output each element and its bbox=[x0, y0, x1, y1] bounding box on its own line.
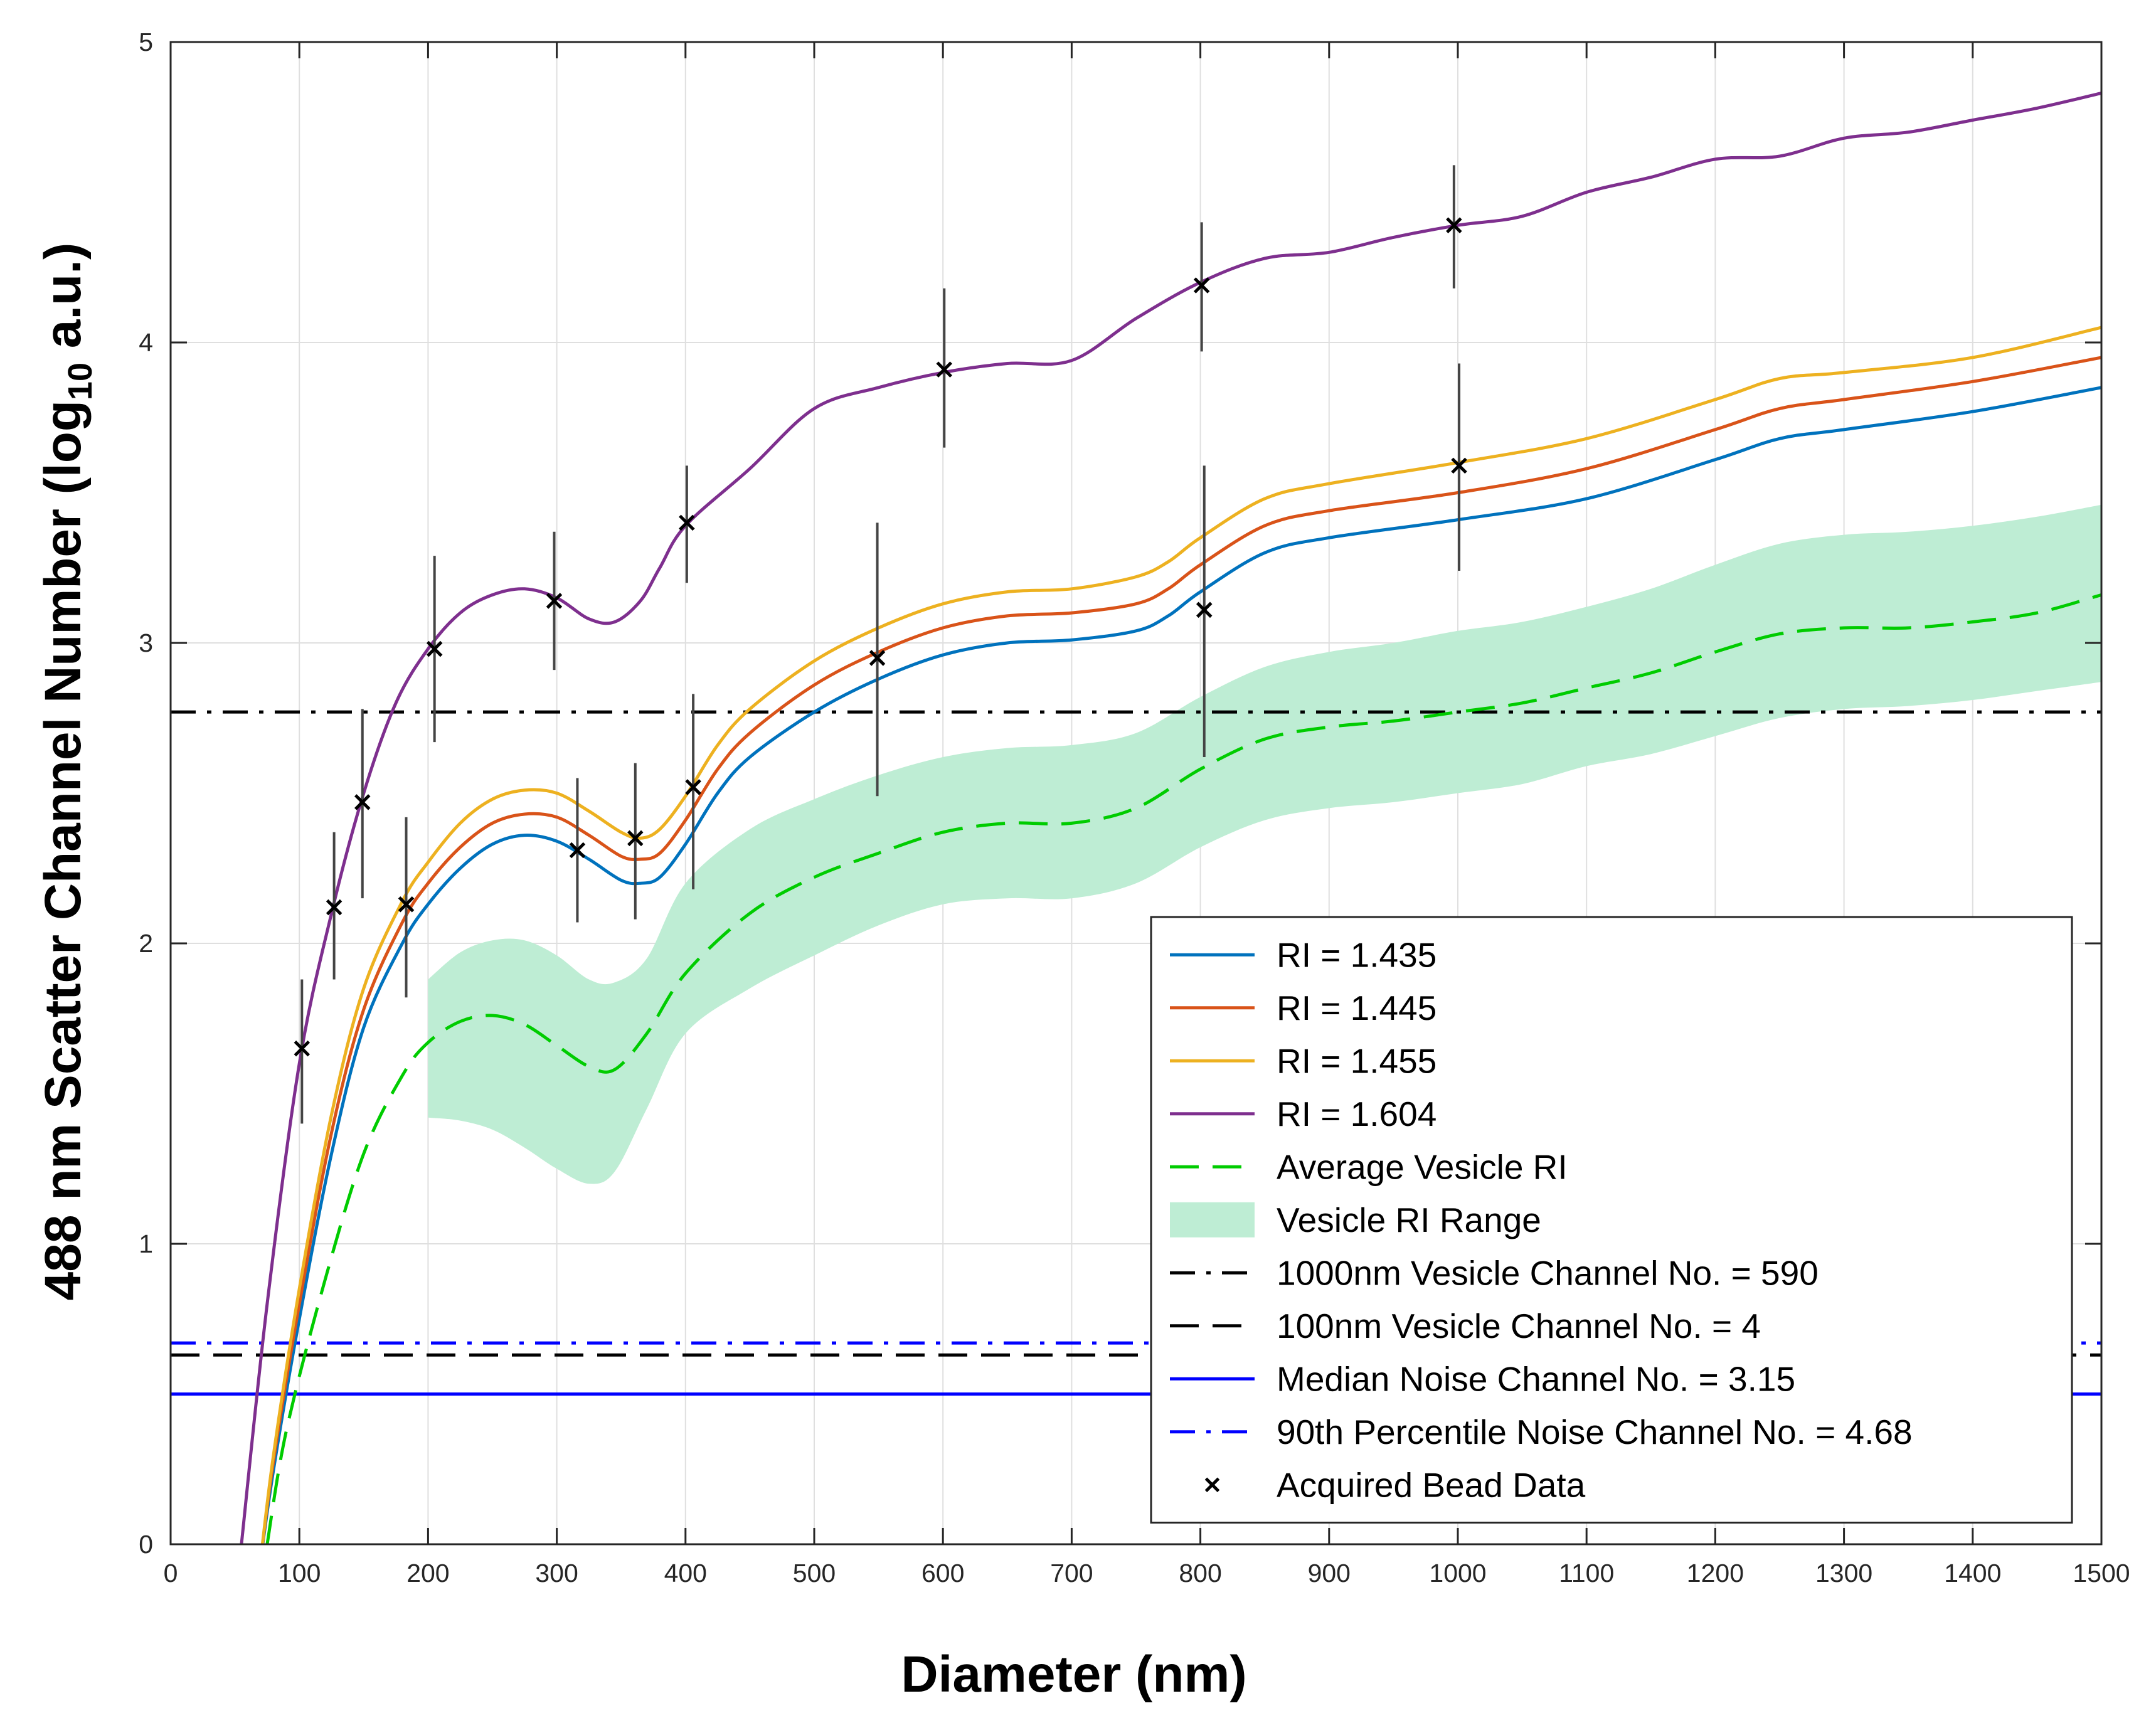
legend-entry-1: RI = 1.435 bbox=[1170, 935, 1436, 974]
x-tick-label: 700 bbox=[1050, 1559, 1093, 1588]
legend-swatch-marker bbox=[1204, 1477, 1220, 1493]
vesicle-ri-range-band bbox=[428, 504, 2101, 1184]
bead-marker bbox=[546, 593, 563, 609]
bead-marker bbox=[679, 514, 695, 531]
y-axis-label-end: a.u.) bbox=[35, 243, 92, 363]
bead-marker bbox=[1193, 277, 1210, 294]
x-tick-label: 1300 bbox=[1815, 1559, 1872, 1588]
bead-marker bbox=[398, 896, 415, 913]
bead-point-8 bbox=[627, 763, 644, 920]
bead-point-10 bbox=[685, 694, 701, 889]
legend-label: 100nm Vesicle Channel No. = 4 bbox=[1277, 1307, 1761, 1345]
legend-label: RI = 1.445 bbox=[1277, 989, 1436, 1027]
series-line-2 bbox=[261, 356, 2101, 1544]
y-tick-label: 2 bbox=[139, 929, 153, 958]
bead-point-3 bbox=[354, 709, 371, 899]
legend-entry-6: Vesicle RI Range bbox=[1170, 1201, 1541, 1239]
bead-point-9 bbox=[679, 465, 695, 583]
x-tick-label: 200 bbox=[406, 1559, 449, 1588]
axes-box bbox=[169, 41, 2103, 1546]
legend-entry-11: Acquired Bead Data bbox=[1204, 1465, 1586, 1504]
legend-entry-7: 1000nm Vesicle Channel No. = 590 bbox=[1170, 1253, 1819, 1292]
legend-label: Average Vesicle RI bbox=[1277, 1147, 1568, 1186]
x-tick-label: 1000 bbox=[1429, 1559, 1486, 1588]
series-layer bbox=[240, 91, 2101, 1544]
legend-swatch-patch bbox=[1170, 1202, 1255, 1238]
legend-entry-3: RI = 1.455 bbox=[1170, 1041, 1436, 1080]
bead-point-5 bbox=[426, 556, 443, 743]
y-tick-label: 0 bbox=[139, 1530, 153, 1559]
bead-point-12 bbox=[936, 288, 953, 448]
legend-entry-9: Median Noise Channel No. = 3.15 bbox=[1170, 1359, 1795, 1398]
bead-point-1 bbox=[294, 979, 311, 1124]
series-line-5 bbox=[265, 593, 2101, 1544]
legend-label: 1000nm Vesicle Channel No. = 590 bbox=[1277, 1253, 1819, 1292]
bead-point-11 bbox=[869, 522, 886, 797]
x-tick-label: 1200 bbox=[1687, 1559, 1744, 1588]
y-tick-label: 3 bbox=[139, 628, 153, 657]
legend-label: Acquired Bead Data bbox=[1277, 1465, 1586, 1504]
bead-marker bbox=[627, 830, 644, 847]
legend-label: Median Noise Channel No. = 3.15 bbox=[1277, 1359, 1795, 1398]
x-axis-label: Diameter (nm) bbox=[901, 1646, 1246, 1703]
legend-entry-4: RI = 1.604 bbox=[1170, 1095, 1436, 1133]
x-tick-label: 800 bbox=[1179, 1559, 1221, 1588]
ticks: 0 100 200 300 400 500 600 700 800 900 1000 1100 1200… bbox=[139, 28, 2130, 1588]
legend-label: RI = 1.455 bbox=[1277, 1041, 1436, 1080]
legend-label: RI = 1.435 bbox=[1277, 935, 1436, 974]
bead-marker bbox=[354, 794, 371, 810]
x-tick-label: 1500 bbox=[2073, 1559, 2130, 1588]
bead-marker bbox=[685, 779, 701, 795]
y-tick-label: 1 bbox=[139, 1229, 153, 1258]
x-tick-label: 0 bbox=[164, 1559, 178, 1588]
x-tick-label: 400 bbox=[664, 1559, 707, 1588]
bead-point-13 bbox=[1193, 222, 1210, 352]
bead-marker bbox=[869, 650, 886, 666]
bead-point-6 bbox=[546, 531, 563, 671]
legend-box bbox=[1150, 916, 2073, 1524]
bead-point-7 bbox=[569, 778, 586, 923]
y-tick-label: 5 bbox=[139, 28, 153, 56]
x-tick-label: 300 bbox=[535, 1559, 578, 1588]
bead-layer bbox=[294, 165, 1467, 1124]
bead-marker bbox=[569, 842, 586, 859]
legend-entry-5: Average Vesicle RI bbox=[1170, 1147, 1568, 1186]
x-tick-label: 1100 bbox=[1559, 1559, 1614, 1588]
series-line-1 bbox=[261, 386, 2101, 1544]
x-tick-label: 600 bbox=[921, 1559, 964, 1588]
bead-point-14 bbox=[1196, 465, 1213, 758]
x-tick-label: 500 bbox=[793, 1559, 836, 1588]
legend-entry-10: 90th Percentile Noise Channel No. = 4.68 bbox=[1170, 1413, 1913, 1451]
bead-marker bbox=[326, 899, 343, 916]
bead-point-16 bbox=[1451, 363, 1467, 571]
bead-point-2 bbox=[326, 832, 343, 980]
bead-marker bbox=[936, 361, 953, 378]
bead-marker bbox=[426, 640, 443, 657]
bead-marker bbox=[294, 1040, 311, 1057]
legend-entry-8: 100nm Vesicle Channel No. = 4 bbox=[1170, 1307, 1761, 1345]
series-line-4 bbox=[240, 91, 2101, 1544]
bead-point-15 bbox=[1446, 165, 1462, 289]
bead-marker bbox=[1451, 457, 1467, 474]
y-axis-label-subscript: 10 bbox=[61, 363, 99, 400]
legend-label: RI = 1.604 bbox=[1277, 1095, 1436, 1133]
legend-label: 90th Percentile Noise Channel No. = 4.68 bbox=[1277, 1413, 1913, 1451]
y-axis-label: 488 nm Scatter Channel Number (log10 a.u… bbox=[35, 243, 99, 1301]
x-tick-label: 100 bbox=[278, 1559, 321, 1588]
y-axis-label-main: 488 nm Scatter Channel Number (log bbox=[35, 400, 92, 1300]
legend-label: Vesicle RI Range bbox=[1277, 1201, 1541, 1239]
axes-frame bbox=[169, 41, 2103, 1546]
x-tick-label: 900 bbox=[1308, 1559, 1351, 1588]
series-line-3 bbox=[260, 326, 2101, 1544]
legend-entry-2: RI = 1.445 bbox=[1170, 989, 1436, 1027]
band-layer bbox=[428, 504, 2101, 1184]
legend: RI = 1.435 RI = 1.445 RI = 1.455 RI = 1.604… bbox=[1150, 916, 2073, 1524]
bead-point-4 bbox=[398, 817, 415, 998]
bead-marker bbox=[1196, 602, 1213, 618]
bead-marker bbox=[1446, 217, 1462, 233]
y-tick-label: 4 bbox=[139, 328, 153, 357]
x-tick-label: 1400 bbox=[1944, 1559, 2001, 1588]
